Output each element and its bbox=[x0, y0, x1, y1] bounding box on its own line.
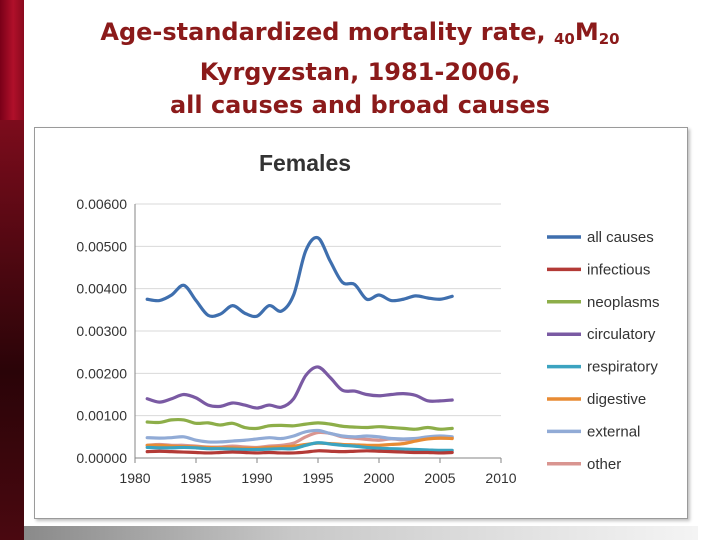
y-tick-label: 0.00500 bbox=[76, 238, 127, 254]
x-tick-label: 1985 bbox=[180, 470, 211, 486]
slide-title-line-3: all causes and broad causes bbox=[169, 91, 551, 119]
legend-label-neoplasms: neoplasms bbox=[587, 294, 660, 311]
title-main-text: Age-standardized mortality rate, bbox=[100, 18, 554, 46]
slide-left-dark-gradient bbox=[0, 120, 24, 540]
chart-title: Females bbox=[259, 150, 351, 176]
x-tick-label: 2005 bbox=[424, 470, 455, 486]
legend-label-external: external bbox=[587, 423, 640, 440]
slide-bottom-bar bbox=[24, 526, 698, 540]
series-line-respiratory bbox=[145, 441, 454, 453]
title-subscript-40: 40 bbox=[553, 30, 575, 48]
y-tick-label: 0.00100 bbox=[76, 408, 127, 424]
x-tick-label: 2000 bbox=[363, 470, 394, 486]
legend-label-digestive: digestive bbox=[587, 391, 646, 408]
series-line-neoplasms bbox=[145, 417, 454, 431]
y-tick-label: 0.00600 bbox=[76, 196, 127, 212]
title-subscript-20: 20 bbox=[598, 30, 620, 48]
x-tick-label: 2010 bbox=[485, 470, 516, 486]
y-tick-label: 0.00200 bbox=[76, 365, 127, 381]
series-line-infectious bbox=[145, 449, 454, 455]
x-tick-label: 1990 bbox=[241, 470, 272, 486]
title-symbol-m: M bbox=[574, 18, 599, 46]
series-line-all-causes bbox=[145, 235, 454, 319]
legend-label-infectious: infectious bbox=[587, 261, 650, 278]
chart-frame: Females 0.00000 0.00100 0.00200 0.00300 0.004… bbox=[34, 127, 688, 519]
slide-title: Age-standardized mortality rate, 40M20 K… bbox=[60, 16, 660, 122]
series-line-circulatory bbox=[145, 365, 454, 410]
legend-label-circulatory: circulatory bbox=[587, 326, 656, 343]
y-tick-label: 0.00400 bbox=[76, 281, 127, 297]
series-line-external bbox=[145, 428, 454, 444]
slide-title-line-2: Kyrgyzstan, 1981-2006, bbox=[199, 58, 521, 86]
legend-label-other: other bbox=[587, 456, 621, 473]
mortality-line-chart: Females 0.00000 0.00100 0.00200 0.00300 0.004… bbox=[76, 150, 660, 486]
slide-title-line-1: Age-standardized mortality rate, 40M20 bbox=[60, 16, 660, 56]
legend-label-all-causes: all causes bbox=[587, 229, 654, 246]
x-tick-label: 1995 bbox=[302, 470, 333, 486]
y-tick-label: 0.00300 bbox=[76, 323, 127, 339]
legend-label-respiratory: respiratory bbox=[587, 359, 658, 376]
y-tick-label: 0.00000 bbox=[76, 450, 127, 466]
x-tick-label: 1980 bbox=[119, 470, 150, 486]
